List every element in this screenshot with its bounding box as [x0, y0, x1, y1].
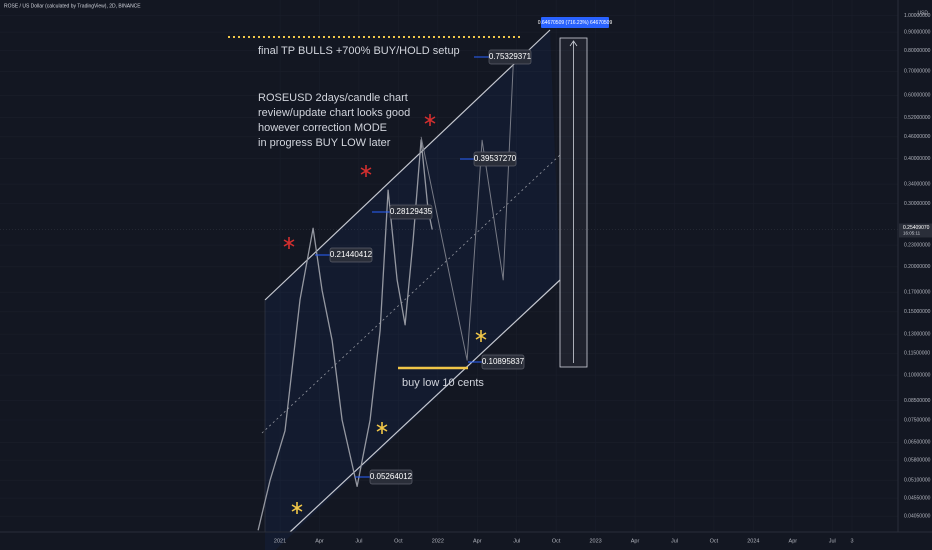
price-line [420, 65, 514, 361]
y-tick-label: 0.20000000 [904, 264, 931, 270]
price-label: 0.10895837 [482, 357, 525, 366]
y-tick-label: 0.04050000 [904, 514, 931, 520]
star [291, 502, 303, 514]
axes: 1.00000000 0.90000000 0.80000000 0.70000000… [274, 13, 932, 544]
y-tick-label: 0.80000000 [904, 48, 931, 54]
x-tick-label: Jul [513, 538, 520, 544]
y-tick-label: 0.90000000 [904, 29, 931, 35]
y-tick-label: 1.00000000 [904, 13, 931, 19]
star [360, 165, 372, 177]
currency: USD [917, 10, 928, 16]
price-label-box [488, 49, 532, 65]
countdown: 16:05:11 [903, 231, 921, 236]
y-tick-label: 0.15000000 [904, 309, 931, 315]
x-tick-label: Apr [315, 538, 324, 544]
y-tick-label: 0.08500000 [904, 398, 931, 404]
price-line [257, 139, 433, 531]
y-tick-label: 0.07500000 [904, 417, 931, 423]
y-tick-label: 0.10000000 [904, 372, 931, 378]
y-tick-label: 0.30000000 [904, 201, 931, 207]
x-tick-label: Apr [631, 538, 640, 544]
chart-title: ROSE / US Dollar (calculated by TradingV… [4, 3, 141, 9]
price-label: 0.75329371 [489, 52, 532, 61]
grid [0, 229, 898, 230]
yellow-stars [291, 330, 487, 514]
y-tick-label: 0.60000000 [904, 93, 931, 99]
y-tick-label: 0.70000000 [904, 69, 931, 75]
y-tick-label: 0.05100000 [904, 478, 931, 484]
y-tick-label: 0.05800000 [904, 457, 931, 463]
buy-note: buy low 10 cents [402, 377, 484, 389]
x-tick-label: 2021 [274, 538, 286, 544]
y-tick-label: 0.17000000 [904, 290, 931, 296]
y-tick-label: 0.46000000 [904, 134, 931, 140]
x-tick-label: 2024 [747, 538, 759, 544]
price-label: 0.21440412 [330, 250, 373, 259]
note: ROSEUSD 2days/candle chart [258, 92, 408, 104]
y-tick-label: 0.34000000 [904, 181, 931, 187]
red-stars [283, 114, 436, 249]
y-tick-label: 0.40000000 [904, 156, 931, 162]
x-tick-label: Oct [710, 538, 719, 544]
x-tick-label: Jul [829, 538, 836, 544]
x-tick-label: 3 [850, 538, 853, 544]
star [283, 237, 295, 249]
note: however correction MODE [258, 122, 387, 134]
note: review/update chart looks good [258, 107, 410, 119]
measure-label-box [541, 17, 609, 28]
y-tick-label: 0.06500000 [904, 440, 931, 446]
x-tick-label: 2023 [589, 538, 601, 544]
x-tick-label: Oct [394, 538, 403, 544]
current-price-label: 0.25409070 [903, 225, 930, 231]
price-label-box [481, 354, 525, 370]
price-label: 0.05264012 [370, 472, 413, 481]
x-tick-label: Oct [552, 538, 561, 544]
channel-upper [264, 29, 551, 301]
x-tick-label: 2022 [432, 538, 444, 544]
star [376, 422, 388, 434]
x-tick-label: Apr [789, 538, 798, 544]
measure-arrowhead [569, 40, 578, 47]
note: in progress BUY LOW later [258, 137, 391, 149]
price-label: 0.28129435 [390, 207, 433, 216]
y-tick-label: 0.23000000 [904, 242, 931, 248]
price-label-box [369, 469, 413, 485]
x-tick-label: Jul [671, 538, 678, 544]
star [475, 330, 487, 342]
channel-lower [289, 279, 561, 533]
price-label-box [329, 247, 373, 263]
y-tick-label: 0.04550000 [904, 495, 931, 501]
price-label-box [473, 151, 517, 167]
series [257, 65, 514, 531]
measure-label: 0.64670509 (716.23%) 64670509 [538, 20, 613, 26]
x-tick-label: Jul [355, 538, 362, 544]
star [424, 114, 436, 126]
y-tick-label: 0.52000000 [904, 115, 931, 121]
x-tick-label: Apr [473, 538, 482, 544]
current-price-box [899, 223, 932, 238]
price-label: 0.39537270 [474, 154, 517, 163]
price-label-box [389, 204, 433, 220]
y-tick-label: 0.11500000 [904, 351, 930, 357]
y-tick-label: 0.13000000 [904, 331, 931, 337]
target-note: final TP BULLS +700% BUY/HOLD setup [258, 45, 460, 57]
